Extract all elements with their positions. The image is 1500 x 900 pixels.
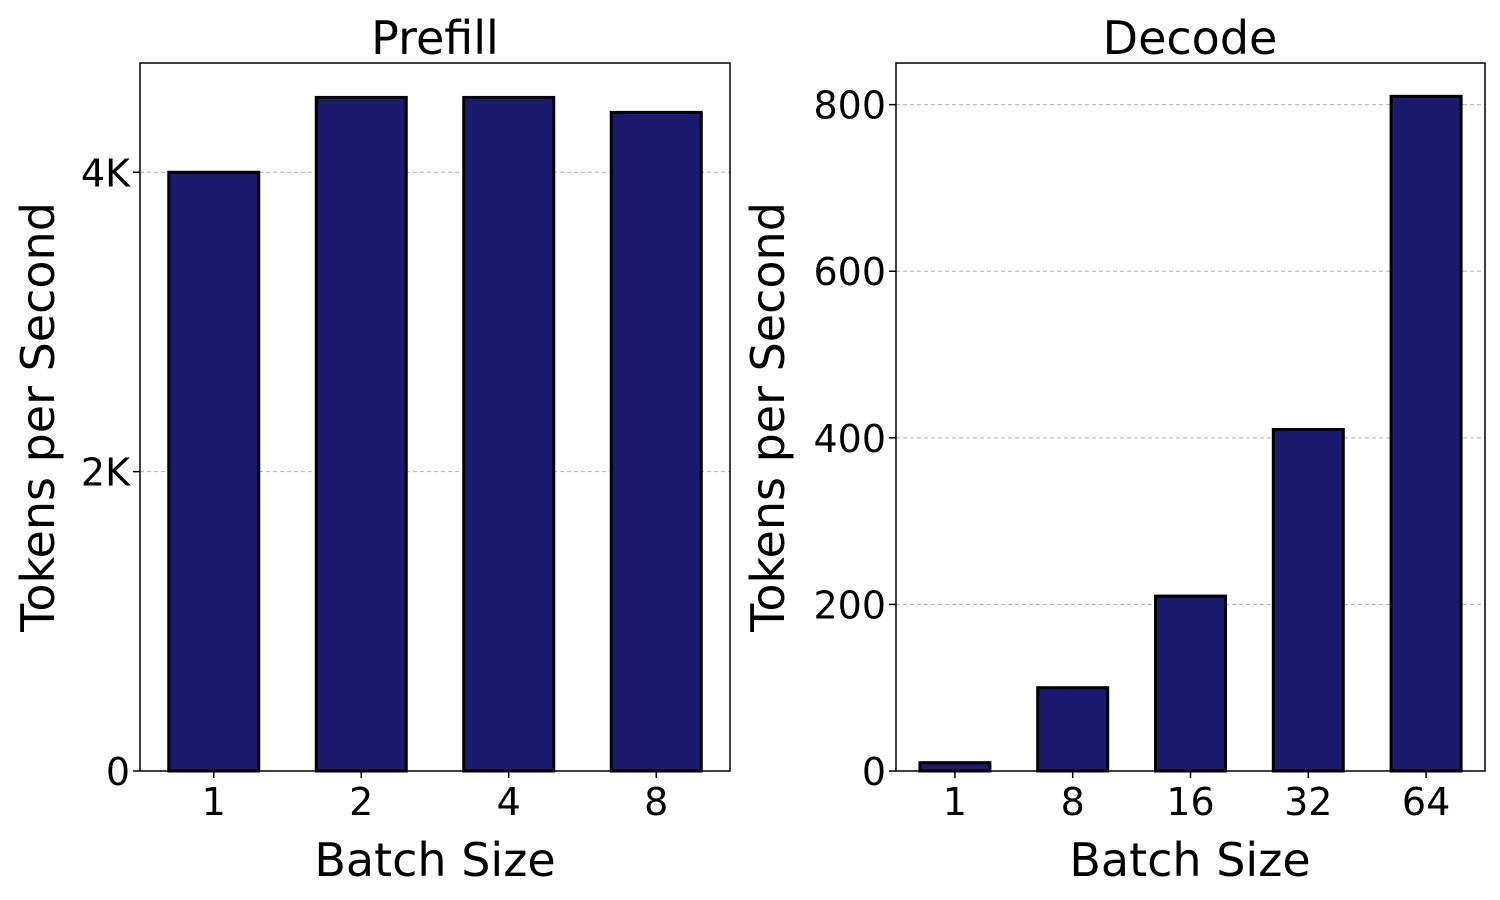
- y-tick-label: 4K: [81, 151, 131, 195]
- y-axis-label: Tokens per Second: [11, 202, 65, 633]
- y-ticks: 0 2K 4K: [81, 151, 140, 794]
- y-axis-label: Tokens per Second: [741, 202, 795, 633]
- chart-title: Decode: [1103, 11, 1278, 65]
- x-tick-label: 8: [1061, 780, 1085, 824]
- decode-chart: Decode 0 200 400 600 800 1 8 16 32 64 Batch Size…: [741, 11, 1486, 887]
- bar: [918, 761, 992, 773]
- x-axis-label: Batch Size: [314, 833, 555, 887]
- y-tick-label: 2K: [81, 451, 131, 495]
- x-ticks: 1 2 4 8: [202, 771, 668, 824]
- bars: [167, 95, 703, 773]
- y-tick-label: 200: [813, 583, 886, 627]
- bar: [1389, 94, 1463, 773]
- bar: [462, 95, 556, 773]
- x-tick-label: 8: [644, 780, 668, 824]
- y-tick-label: 0: [862, 750, 886, 794]
- bar: [314, 95, 408, 773]
- x-tick-label: 1: [202, 780, 226, 824]
- y-tick-label: 600: [813, 250, 886, 294]
- bars: [918, 94, 1463, 773]
- grid-lines: [896, 104, 1485, 605]
- x-tick-label: 16: [1166, 780, 1214, 824]
- x-tick-label: 32: [1284, 780, 1332, 824]
- y-tick-label: 0: [106, 750, 130, 794]
- bar: [1271, 427, 1345, 773]
- y-tick-label: 400: [813, 417, 886, 461]
- y-tick-label: 800: [813, 84, 886, 128]
- bar: [609, 110, 703, 773]
- x-tick-label: 2: [349, 780, 373, 824]
- x-ticks: 1 8 16 32 64: [943, 771, 1450, 824]
- plot-frame: [139, 62, 731, 772]
- x-tick-label: 64: [1402, 780, 1450, 824]
- x-axis-label: Batch Size: [1069, 833, 1310, 887]
- prefill-chart: Prefill 0 2K 4K 1 2 4 8 Batch Size Tokens per…: [11, 11, 731, 887]
- bar: [1036, 686, 1110, 773]
- x-tick-label: 4: [497, 780, 521, 824]
- x-tick-label: 1: [943, 780, 967, 824]
- chart-title: Prefill: [371, 11, 499, 65]
- bar: [167, 170, 261, 773]
- bar: [1154, 594, 1227, 773]
- y-ticks: 0 200 400 600 800: [813, 84, 896, 794]
